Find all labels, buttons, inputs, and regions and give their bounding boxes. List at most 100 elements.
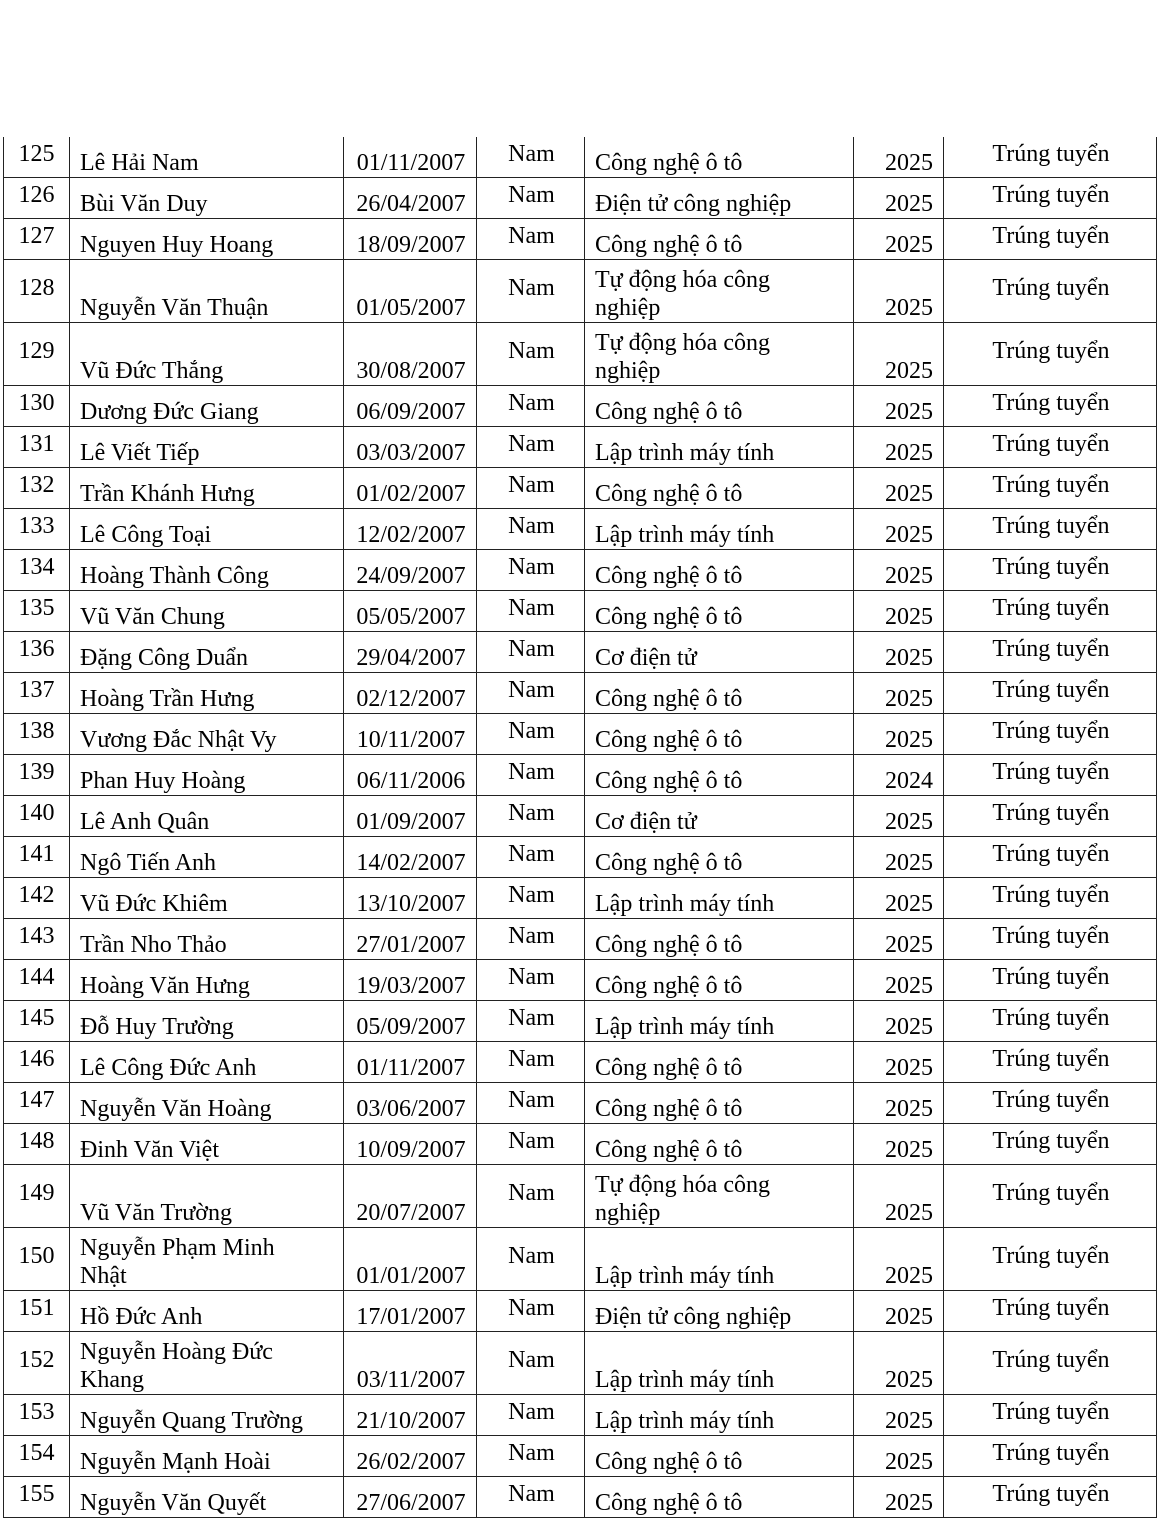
cell-dob: 01/11/2007: [343, 1041, 477, 1083]
sex-text: Nam: [508, 1295, 555, 1321]
name-text: Trần Nho Thảo: [80, 932, 227, 958]
cell-major: Công nghệ ô tô: [584, 672, 854, 714]
cell-result: Trúng tuyển: [943, 754, 1157, 796]
major-text: Điện tử công nghiệp: [595, 1304, 792, 1330]
table-row: 147 Nguyễn Văn Hoàng 03/06/2007 Nam Công ngh…: [3, 1082, 1157, 1124]
result-text: Trúng tuyển: [992, 431, 1110, 457]
cell-sex: Nam: [476, 1000, 585, 1042]
dob-text: 13/10/2007: [356, 891, 466, 917]
cell-dob: 12/02/2007: [343, 508, 477, 550]
major-text: Công nghệ ô tô: [595, 399, 743, 425]
cell-sex: Nam: [476, 1041, 585, 1083]
cell-year: 2025: [853, 1331, 944, 1395]
cell-result: Trúng tuyển: [943, 631, 1157, 673]
major-text: Công nghệ ô tô: [595, 1096, 743, 1122]
sex-text: Nam: [508, 472, 555, 498]
sex-text: Nam: [508, 1005, 555, 1031]
table-row: 137 Hoàng Trần Hưng 02/12/2007 Nam Công nghệ…: [3, 672, 1157, 714]
cell-no: 147: [3, 1082, 70, 1124]
cell-dob: 24/09/2007: [343, 549, 477, 591]
no-text: 128: [18, 275, 55, 301]
major-text: Công nghệ ô tô: [595, 1449, 743, 1475]
sex-text: Nam: [508, 554, 555, 580]
cell-result: Trúng tuyển: [943, 218, 1157, 260]
cell-dob: 10/11/2007: [343, 713, 477, 755]
result-text: Trúng tuyển: [992, 1005, 1110, 1031]
no-text: 144: [18, 964, 55, 990]
cell-sex: Nam: [476, 754, 585, 796]
major-text: Công nghệ ô tô: [595, 850, 743, 876]
cell-no: 146: [3, 1041, 70, 1083]
cell-major: Lập trình máy tính: [584, 426, 854, 468]
name-text: Lê Công Đức Anh: [80, 1055, 257, 1081]
cell-name: Hồ Đức Anh: [69, 1290, 344, 1332]
name-text: Lê Viết Tiếp: [80, 440, 200, 466]
cell-year: 2025: [853, 322, 944, 386]
cell-name: Nguyen Huy Hoang: [69, 218, 344, 260]
no-text: 155: [18, 1481, 55, 1507]
cell-name: Vũ Đức Thắng: [69, 322, 344, 386]
cell-major: Công nghệ ô tô: [584, 467, 854, 509]
cell-sex: Nam: [476, 177, 585, 219]
table-row: 128 Nguyễn Văn Thuận 01/05/2007 Nam Tự động …: [3, 259, 1157, 323]
result-text: Trúng tuyển: [992, 595, 1110, 621]
major-text: Công nghệ ô tô: [595, 1055, 743, 1081]
cell-result: Trúng tuyển: [943, 1435, 1157, 1477]
cell-major: Công nghệ ô tô: [584, 590, 854, 632]
major-text: Lập trình máy tính: [595, 891, 775, 917]
year-text: 2025: [885, 150, 933, 176]
result-text: Trúng tuyển: [992, 338, 1110, 364]
cell-result: Trúng tuyển: [943, 836, 1157, 878]
result-text: Trúng tuyển: [992, 1295, 1110, 1321]
result-text: Trúng tuyển: [992, 1347, 1110, 1373]
dob-text: 24/09/2007: [356, 563, 466, 589]
cell-result: Trúng tuyển: [943, 672, 1157, 714]
cell-result: Trúng tuyển: [943, 877, 1157, 919]
sex-text: Nam: [508, 1087, 555, 1113]
name-text: Nguyen Huy Hoang: [80, 232, 274, 258]
cell-year: 2025: [853, 1227, 944, 1291]
name-text: Lê Công Toại: [80, 522, 212, 548]
cell-year: 2025: [853, 877, 944, 919]
cell-year: 2025: [853, 137, 944, 178]
cell-result: Trúng tuyển: [943, 1082, 1157, 1124]
cell-result: Trúng tuyển: [943, 918, 1157, 960]
result-text: Trúng tuyển: [992, 1180, 1110, 1206]
dob-text: 03/11/2007: [356, 1367, 466, 1393]
cell-major: Công nghệ ô tô: [584, 385, 854, 427]
cell-major: Lập trình máy tính: [584, 877, 854, 919]
cell-dob: 26/02/2007: [343, 1435, 477, 1477]
cell-year: 2025: [853, 1082, 944, 1124]
year-text: 2025: [885, 1408, 933, 1434]
cell-result: Trúng tuyển: [943, 1331, 1157, 1395]
no-text: 151: [18, 1295, 55, 1321]
dob-text: 06/09/2007: [356, 399, 466, 425]
result-text: Trúng tuyển: [992, 759, 1110, 785]
cell-no: 127: [3, 218, 70, 260]
dob-text: 02/12/2007: [356, 686, 466, 712]
year-text: 2025: [885, 1096, 933, 1122]
cell-no: 136: [3, 631, 70, 673]
table-row: 148 Đinh Văn Việt 10/09/2007 Nam Công nghệ ô…: [3, 1123, 1157, 1165]
no-text: 141: [18, 841, 55, 867]
result-text: Trúng tuyển: [992, 1481, 1110, 1507]
table-row: 140 Lê Anh Quân 01/09/2007 Nam Cơ điện tử 202…: [3, 795, 1157, 837]
table-row: 144 Hoàng Văn Hưng 19/03/2007 Nam Công nghệ …: [3, 959, 1157, 1001]
cell-year: 2025: [853, 259, 944, 323]
cell-no: 129: [3, 322, 70, 386]
cell-sex: Nam: [476, 1123, 585, 1165]
cell-year: 2025: [853, 218, 944, 260]
cell-major: Lập trình máy tính: [584, 1227, 854, 1291]
name-text: Nguyễn Văn Thuận: [80, 295, 269, 321]
year-text: 2025: [885, 399, 933, 425]
name-text: Nguyễn Phạm Minh Nhật: [80, 1235, 275, 1289]
result-text: Trúng tuyển: [992, 275, 1110, 301]
table-row: 132 Trần Khánh Hưng 01/02/2007 Nam Công nghệ…: [3, 467, 1157, 509]
major-text: Tự động hóa công nghiệp: [595, 267, 770, 321]
cell-year: 2025: [853, 1123, 944, 1165]
name-text: Đỗ Huy Trường: [80, 1014, 234, 1040]
cell-name: Hoàng Trần Hưng: [69, 672, 344, 714]
cell-result: Trúng tuyển: [943, 1041, 1157, 1083]
cell-dob: 19/03/2007: [343, 959, 477, 1001]
cell-no: 139: [3, 754, 70, 796]
